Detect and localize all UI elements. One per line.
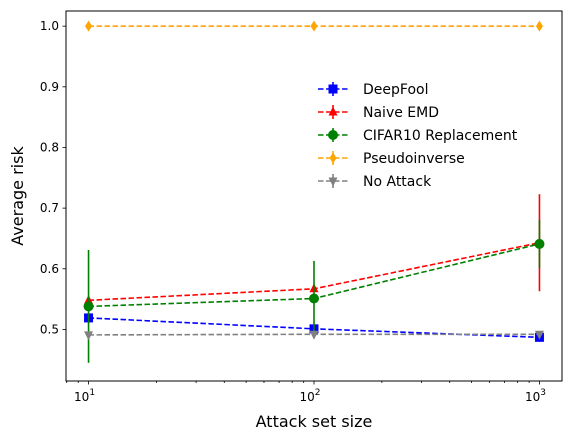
data-point <box>309 293 319 304</box>
data-point <box>534 238 545 249</box>
x-tick-label: 102 <box>299 388 320 404</box>
series-4 <box>84 330 544 341</box>
x-axis-label: Attack set size <box>256 412 373 431</box>
x-axis-ticks: 101 102 103 <box>66 381 546 404</box>
legend-marker <box>328 130 338 140</box>
data-point <box>534 330 544 340</box>
data-point <box>83 301 94 312</box>
data-point <box>310 20 318 32</box>
y-tick-label: 1.0 <box>40 19 59 33</box>
y-tick-label: 0.5 <box>40 322 59 336</box>
y-tick-label: 0.8 <box>40 140 59 154</box>
legend-item: DeepFool <box>318 82 428 98</box>
x-tick-label: 101 <box>74 388 95 404</box>
legend-label: Pseudoinverse <box>363 151 465 167</box>
data-point <box>84 331 94 341</box>
y-tick-label: 0.6 <box>40 262 59 276</box>
data-point <box>85 20 93 32</box>
y-axis-label: Average risk <box>8 146 27 246</box>
legend-marker <box>329 152 337 164</box>
legend-marker <box>328 84 338 94</box>
data-point <box>309 330 319 340</box>
legend-item: No Attack <box>318 174 432 190</box>
series-2 <box>83 219 545 363</box>
legend-marker <box>328 106 338 116</box>
legend-label: DeepFool <box>363 82 428 98</box>
legend-marker <box>328 177 338 187</box>
y-tick-label: 0.7 <box>40 201 59 215</box>
legend-item: Naive EMD <box>318 105 439 121</box>
y-axis-ticks: 0.5 0.6 0.7 0.8 0.9 1.0 <box>40 19 66 336</box>
data-point <box>535 20 543 32</box>
series-3 <box>85 20 543 32</box>
series-layer <box>83 20 545 363</box>
legend-label: No Attack <box>363 174 432 190</box>
legend-item: Pseudoinverse <box>318 151 465 167</box>
y-tick-label: 0.9 <box>40 80 59 94</box>
x-tick-label: 103 <box>525 388 546 404</box>
legend-label: Naive EMD <box>363 105 439 121</box>
legend-item: CIFAR10 Replacement <box>318 128 518 144</box>
legend: DeepFool Naive EMD CIFAR10 Replacement Pseu… <box>318 82 518 190</box>
legend-label: CIFAR10 Replacement <box>363 128 518 144</box>
